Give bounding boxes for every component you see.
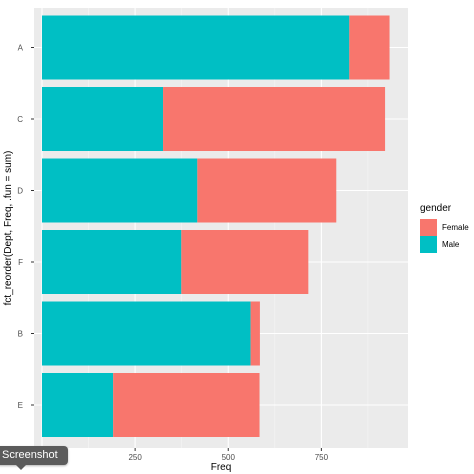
y-tick-label: A [18, 44, 24, 53]
bar-male-E [42, 373, 114, 437]
y-tick-label: F [18, 258, 23, 267]
bar-male-B [42, 301, 251, 366]
x-axis-title: Freq [211, 462, 232, 473]
legend-label-male: Male [442, 240, 460, 249]
bars [42, 15, 390, 437]
screenshot-tooltip[interactable]: Screenshot [0, 446, 68, 465]
x-tick-label: 250 [128, 453, 142, 462]
bar-female-D [197, 158, 337, 223]
x-tick-label: 750 [315, 453, 329, 462]
tooltip-pointer [16, 465, 26, 470]
y-tick-label: D [17, 187, 23, 196]
bar-female-C [163, 87, 386, 151]
bar-female-A [349, 15, 390, 80]
legend-label-female: Female [442, 223, 469, 232]
y-axis: A C D F B E [17, 44, 34, 410]
y-axis-title: fct_reorder(Dept, Freq, .fun = sum) [3, 151, 14, 306]
y-tick-label: B [18, 330, 23, 339]
x-tick-label: 500 [222, 453, 236, 462]
y-tick-label: E [18, 401, 23, 410]
x-axis: 250 500 750 [128, 448, 329, 462]
legend-title: gender [420, 203, 452, 214]
legend: gender Female Male [420, 203, 469, 253]
bar-female-E [113, 373, 260, 437]
legend-key-female [420, 219, 437, 236]
bar-female-B [250, 301, 260, 366]
y-tick-label: C [17, 115, 23, 124]
bar-male-C [42, 87, 164, 151]
bar-male-A [42, 15, 350, 80]
bar-male-F [42, 230, 182, 294]
bar-female-F [181, 230, 309, 294]
bar-male-D [42, 158, 198, 223]
legend-key-male [420, 236, 437, 253]
